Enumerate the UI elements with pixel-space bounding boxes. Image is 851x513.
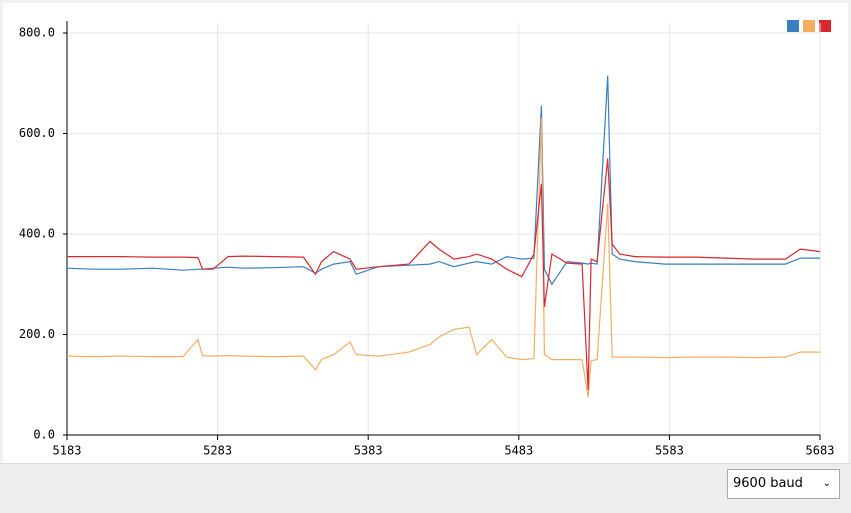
- legend-swatch: [787, 20, 799, 32]
- legend-swatch: [819, 20, 831, 32]
- baud-label: 9600 baud: [733, 476, 803, 491]
- series-line: [66, 118, 820, 398]
- series-line: [67, 158, 821, 390]
- x-tick-label: 5183: [53, 444, 82, 458]
- x-tick-label: 5583: [655, 444, 684, 458]
- series-line: [66, 75, 820, 286]
- plot: 0.0 200.0 400.0 600.0 800.0 5183 5283 5383 5483 5…: [3, 3, 848, 463]
- status-bar: [0, 463, 851, 513]
- x-tick-label: 5283: [203, 444, 232, 458]
- baud-select[interactable]: 9600 baud ⌄: [727, 469, 840, 499]
- y-tick-label: 200.0: [19, 327, 55, 341]
- y-tick-label: 600.0: [19, 126, 55, 140]
- dropdown-arrow: ⌄: [822, 478, 831, 489]
- plot-background: [3, 3, 848, 463]
- x-tick-label: 5683: [806, 444, 835, 458]
- legend-swatch: [803, 20, 815, 32]
- x-tick-label: 5483: [504, 444, 533, 458]
- y-tick-label: 400.0: [19, 227, 55, 241]
- y-tick-label: 800.0: [19, 26, 55, 40]
- y-tick-label: 0.0: [33, 428, 55, 442]
- x-tick-label: 5383: [354, 444, 383, 458]
